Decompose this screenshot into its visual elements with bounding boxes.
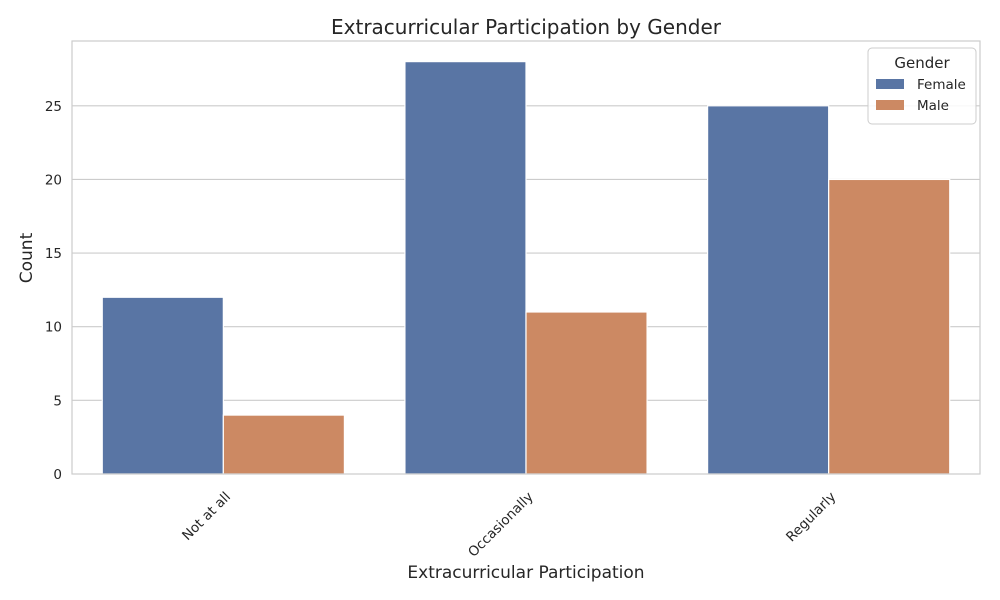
- x-tick-label: Regularly: [783, 489, 839, 545]
- y-tick-labels: 0 5 10 15 20 25: [45, 99, 62, 483]
- legend: Gender Female Male: [867, 47, 977, 125]
- bar-male-2: [828, 178, 951, 475]
- bar-male-0: [222, 414, 345, 475]
- x-tick-label: Not at all: [179, 489, 234, 544]
- legend-title: Gender: [894, 54, 950, 72]
- bar-female-0: [101, 296, 224, 475]
- bar-female-1: [404, 61, 527, 475]
- x-axis-label: Extracurricular Participation: [407, 563, 644, 583]
- y-tick-label: 25: [45, 99, 62, 115]
- bar-male-1: [525, 311, 648, 475]
- y-axis-label: Count: [17, 232, 37, 283]
- x-tick-label: Occasionally: [465, 489, 537, 561]
- y-tick-label: 10: [45, 320, 62, 336]
- plot-frame: [71, 40, 981, 475]
- legend-swatch-female: [876, 79, 904, 89]
- legend-swatch-male: [876, 100, 904, 110]
- chart-title: Extracurricular Participation by Gender: [331, 15, 722, 39]
- y-tick-label: 0: [53, 467, 62, 483]
- bars: [101, 61, 951, 475]
- bar-female-2: [706, 105, 830, 475]
- legend-label-male: Male: [917, 98, 949, 114]
- legend-label-female: Female: [917, 77, 966, 93]
- x-tick-labels: Not at all Occasionally Regularly: [179, 489, 839, 561]
- y-tick-label: 15: [45, 246, 62, 262]
- y-tick-label: 5: [53, 393, 62, 409]
- y-tick-label: 20: [45, 172, 62, 188]
